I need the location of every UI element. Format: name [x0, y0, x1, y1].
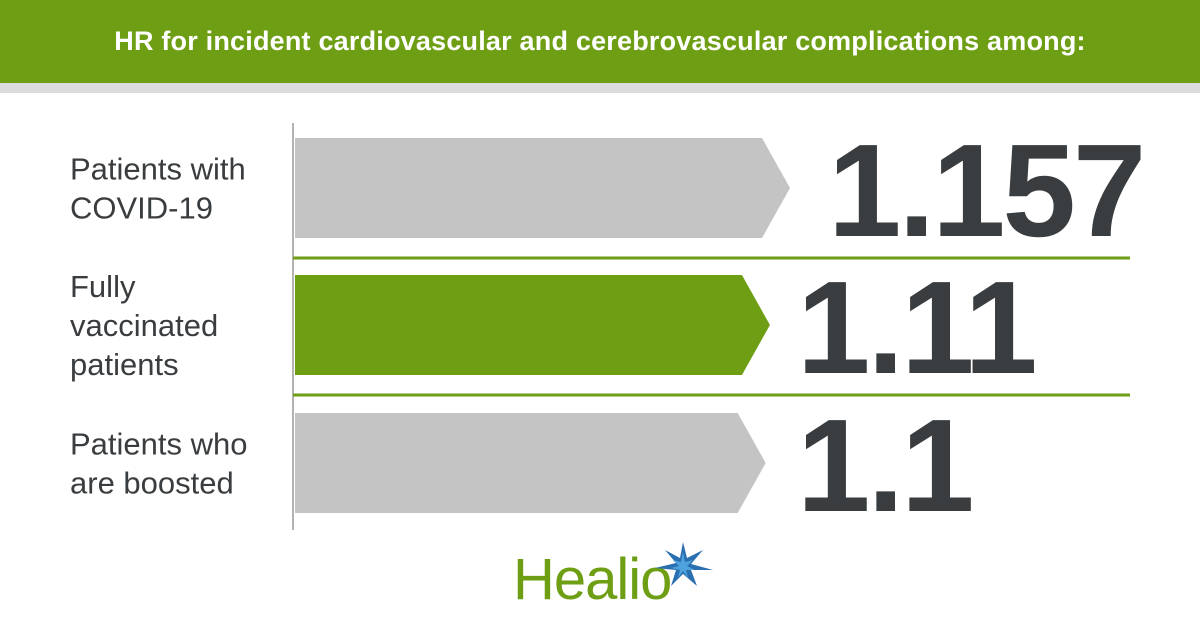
chart-title: HR for incident cardiovascular and cereb… — [114, 26, 1086, 56]
bar-chart: Patients with COVID-19 1.157 Fully vaccinate… — [70, 117, 1146, 533]
bar — [295, 138, 790, 238]
category-label: Fully — [70, 269, 136, 304]
header-divider — [0, 83, 1200, 93]
category-label: COVID-19 — [70, 191, 213, 226]
value-label: 1.11 — [797, 254, 1035, 401]
value-label: 1.157 — [828, 117, 1143, 264]
value-label: 1.1 — [797, 392, 972, 533]
category-label: Patients who — [70, 427, 248, 462]
star-icon — [655, 542, 713, 586]
category-label: patients — [70, 347, 179, 382]
category-label: Patients with — [70, 152, 246, 187]
logo-text: Healio — [513, 547, 672, 612]
healio-logo: Healio — [513, 540, 723, 612]
header-bar — [0, 0, 1200, 83]
bar — [295, 413, 766, 513]
category-label: are boosted — [70, 466, 234, 501]
category-label: vaccinated — [70, 308, 218, 343]
bar — [295, 275, 770, 375]
